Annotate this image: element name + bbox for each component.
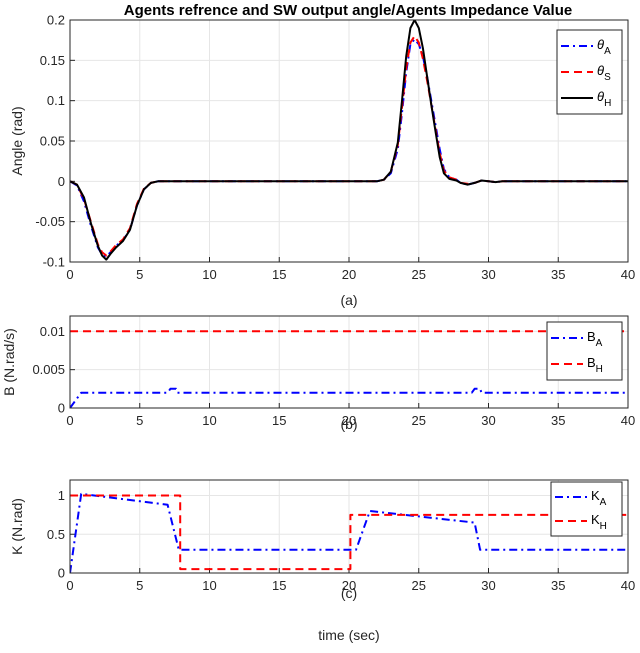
- y-tick-label: 0: [58, 566, 65, 581]
- figure-title: Agents refrence and SW output angle/Agen…: [124, 2, 572, 19]
- x-tick-label: 0: [66, 413, 73, 428]
- axes-frame: [69, 315, 629, 409]
- x-tick-label: 35: [551, 267, 565, 282]
- subplot-caption: (a): [340, 292, 357, 308]
- x-tick-label: 10: [202, 267, 216, 282]
- series-line-θH: [70, 20, 628, 261]
- axes-frame: [69, 19, 629, 263]
- legend-label-main: B: [587, 329, 596, 344]
- subplot-caption: (b): [340, 416, 357, 432]
- legend-label-main: θ: [597, 89, 604, 104]
- y-axis-label: B (N.rad/s): [1, 328, 17, 396]
- y-tick-label: -0.05: [35, 214, 65, 229]
- x-tick-label: 25: [412, 413, 426, 428]
- legend-label-main: K: [591, 512, 600, 527]
- legend-label-θA: θA: [597, 37, 611, 57]
- legend-label-BA: BA: [587, 329, 603, 349]
- y-tick-label: 0.1: [47, 93, 65, 108]
- chart-2: 0 5 10 15 20 25 30 35 40 0 0.005 0.01 B (N.rad/s) (b)…: [1, 315, 635, 432]
- legend-label-θH: θH: [597, 89, 611, 109]
- y-axis-label: Angle (rad): [9, 106, 25, 175]
- legend-label-θS: θS: [597, 63, 611, 83]
- x-tick-label: 40: [621, 267, 635, 282]
- x-tick-label: 15: [272, 578, 286, 593]
- legend-label-sub: A: [600, 497, 607, 508]
- axes-frame: [69, 479, 629, 574]
- y-tick-label: -0.1: [43, 255, 65, 270]
- series-group: [70, 20, 628, 261]
- x-tick-label: 30: [481, 578, 495, 593]
- y-tick-label: 0.5: [47, 527, 65, 542]
- y-tick-label: 0.01: [40, 324, 65, 339]
- legend-box: [546, 321, 623, 381]
- legend-label-sub: S: [604, 72, 611, 83]
- y-axis-label: K (N.rad): [9, 498, 25, 555]
- legend-label-KH: KH: [591, 512, 607, 532]
- x-tick-label: 10: [202, 578, 216, 593]
- charts-container: 0 5 10 15 20 25 30 35 40-0.1-0.0500.050.10.150.2…: [1, 13, 635, 644]
- chart-3: 0 5 10 15 20 25 30 35 40 0 0.5 1 K (N.rad) (c) time (s…: [9, 479, 635, 643]
- series-line-KH: [70, 494, 628, 571]
- x-tick-label: 5: [136, 578, 143, 593]
- x-tick-label: 30: [481, 267, 495, 282]
- y-tick-label: 1: [58, 488, 65, 503]
- legend-label-main: θ: [597, 37, 604, 52]
- x-tick-label: 20: [342, 578, 356, 593]
- y-tick-label: 0: [58, 174, 65, 189]
- x-tick-label: 20: [342, 413, 356, 428]
- legend-label-main: θ: [597, 63, 604, 78]
- y-tick-label: 0.15: [40, 53, 65, 68]
- legend-label-sub: H: [596, 364, 603, 375]
- series-group: [70, 492, 628, 573]
- x-tick-label: 15: [272, 267, 286, 282]
- chart-1: 0 5 10 15 20 25 30 35 40 -0.1 -0.05 0 0.05 0.1 0.15 0.2…: [9, 13, 635, 309]
- y-tick-label: 0.2: [47, 13, 65, 28]
- x-tick-label: 30: [481, 413, 495, 428]
- x-tick-label: 20: [342, 267, 356, 282]
- x-tick-label: 5: [136, 413, 143, 428]
- legend-label-main: K: [591, 488, 600, 503]
- y-tick-label: 0.005: [32, 362, 65, 377]
- x-tick-label: 0: [66, 578, 73, 593]
- series-group: [70, 330, 628, 408]
- y-tick-label: 0: [58, 401, 65, 416]
- y-tick-label: 0.05: [40, 134, 65, 149]
- x-tick-label: 10: [202, 413, 216, 428]
- legend-label-BH: BH: [587, 355, 603, 375]
- x-tick-label: 25: [412, 578, 426, 593]
- legend-label-sub: A: [596, 338, 603, 349]
- subplot-caption: (c): [341, 585, 357, 601]
- x-tick-label: 40: [621, 578, 635, 593]
- legend-label-main: B: [587, 355, 596, 370]
- x-tick-label: 40: [621, 413, 635, 428]
- legend-label-KA: KA: [591, 488, 607, 508]
- series-line-θA: [70, 38, 628, 258]
- legend-label-sub: H: [604, 98, 611, 109]
- legend-label-sub: A: [604, 46, 611, 57]
- x-tick-label: 0: [66, 267, 73, 282]
- x-tick-label: 5: [136, 267, 143, 282]
- series-line-KA: [70, 492, 628, 573]
- x-tick-label: 15: [272, 413, 286, 428]
- legend-box: [550, 481, 623, 537]
- x-tick-label: 25: [412, 267, 426, 282]
- x-tick-label: 35: [551, 578, 565, 593]
- legend-label-sub: H: [600, 521, 607, 532]
- x-axis-label: time (sec): [318, 627, 379, 643]
- x-tick-label: 35: [551, 413, 565, 428]
